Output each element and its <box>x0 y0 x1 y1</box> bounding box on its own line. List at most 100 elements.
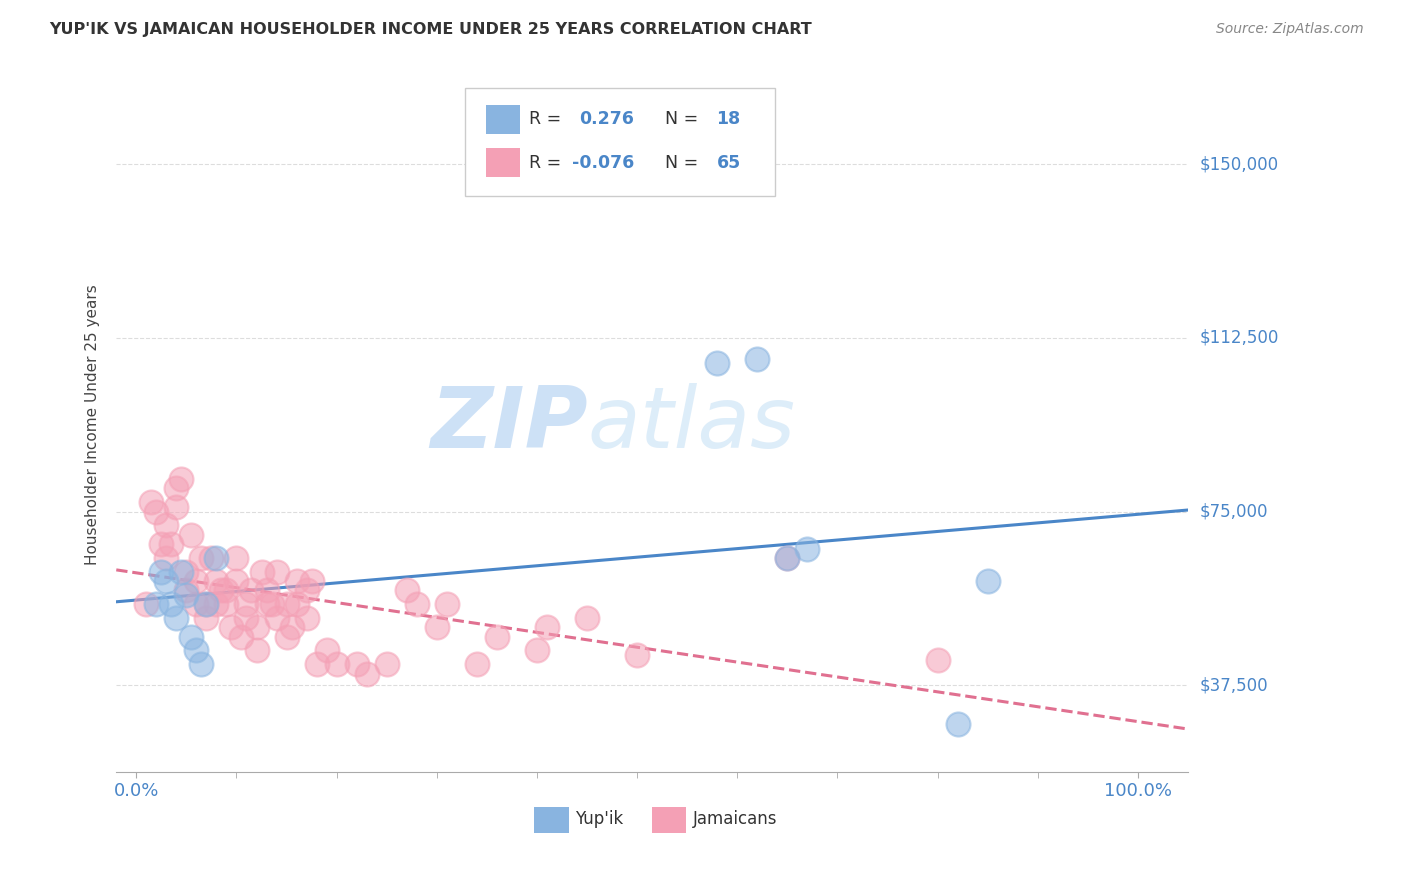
Point <box>165 481 187 495</box>
Point <box>576 611 599 625</box>
Point <box>776 550 799 565</box>
Point <box>160 597 183 611</box>
Point <box>927 653 949 667</box>
Point <box>145 504 167 518</box>
Point <box>190 657 212 672</box>
Point <box>405 597 427 611</box>
Bar <box>652 806 686 833</box>
Point <box>176 588 198 602</box>
Point <box>170 472 193 486</box>
Point <box>976 574 998 588</box>
Point <box>170 565 193 579</box>
Text: -0.076: -0.076 <box>572 153 634 172</box>
Text: 0.276: 0.276 <box>579 110 634 128</box>
Point <box>276 597 298 611</box>
Point <box>200 550 222 565</box>
Point <box>215 583 238 598</box>
Point <box>706 356 728 370</box>
Point <box>176 565 198 579</box>
Point <box>215 597 238 611</box>
Point <box>221 620 243 634</box>
Point <box>195 597 218 611</box>
Point <box>280 620 302 634</box>
Point <box>305 657 328 672</box>
Point <box>186 643 208 657</box>
Text: Source: ZipAtlas.com: Source: ZipAtlas.com <box>1216 22 1364 37</box>
Point <box>256 583 278 598</box>
Point <box>245 620 267 634</box>
Point <box>946 717 969 731</box>
Text: 65: 65 <box>717 153 741 172</box>
Point <box>276 630 298 644</box>
Y-axis label: Householder Income Under 25 years: Householder Income Under 25 years <box>86 285 100 565</box>
Point <box>180 527 202 541</box>
Point <box>426 620 449 634</box>
Point <box>485 630 508 644</box>
Point <box>205 550 228 565</box>
Point <box>195 611 218 625</box>
Point <box>150 537 173 551</box>
Text: N =: N = <box>665 153 704 172</box>
Point <box>155 574 177 588</box>
Point <box>295 611 318 625</box>
Point <box>436 597 458 611</box>
Point <box>186 597 208 611</box>
Point <box>155 550 177 565</box>
Point <box>747 351 769 366</box>
Point <box>285 597 308 611</box>
Text: ZIP: ZIP <box>430 384 588 467</box>
Text: R =: R = <box>529 153 567 172</box>
Text: YUP'IK VS JAMAICAN HOUSEHOLDER INCOME UNDER 25 YEARS CORRELATION CHART: YUP'IK VS JAMAICAN HOUSEHOLDER INCOME UN… <box>49 22 811 37</box>
Point <box>205 574 228 588</box>
Point <box>225 550 247 565</box>
Point <box>176 583 198 598</box>
Point <box>165 611 187 625</box>
Point <box>135 597 157 611</box>
Point <box>295 583 318 598</box>
Point <box>266 565 288 579</box>
Point <box>180 630 202 644</box>
Point <box>245 643 267 657</box>
Point <box>526 643 548 657</box>
Point <box>186 574 208 588</box>
Text: Jamaicans: Jamaicans <box>693 810 778 828</box>
Point <box>195 597 218 611</box>
Point <box>256 597 278 611</box>
Point <box>626 648 648 662</box>
Point <box>235 597 257 611</box>
FancyBboxPatch shape <box>464 87 775 195</box>
Point <box>375 657 398 672</box>
Text: R =: R = <box>529 110 567 128</box>
Point <box>796 541 818 556</box>
Text: Yup'ik: Yup'ik <box>575 810 623 828</box>
Point <box>225 574 247 588</box>
Point <box>465 657 488 672</box>
Point <box>356 666 378 681</box>
Point <box>141 495 163 509</box>
Point <box>301 574 323 588</box>
Text: $75,000: $75,000 <box>1199 502 1268 521</box>
Point <box>346 657 368 672</box>
Point <box>165 500 187 514</box>
Point <box>211 583 233 598</box>
Text: 18: 18 <box>717 110 741 128</box>
Text: $37,500: $37,500 <box>1199 676 1268 694</box>
Point <box>155 518 177 533</box>
Point <box>240 583 263 598</box>
Point <box>315 643 337 657</box>
Point <box>536 620 558 634</box>
Point <box>205 597 228 611</box>
Point <box>325 657 347 672</box>
Text: $112,500: $112,500 <box>1199 329 1278 347</box>
Text: $150,000: $150,000 <box>1199 155 1278 173</box>
Point <box>776 550 799 565</box>
Point <box>266 611 288 625</box>
Bar <box>486 148 520 178</box>
Bar <box>486 104 520 134</box>
Bar <box>534 806 568 833</box>
Point <box>145 597 167 611</box>
Point <box>231 630 253 644</box>
Point <box>250 565 273 579</box>
Point <box>235 611 257 625</box>
Point <box>285 574 308 588</box>
